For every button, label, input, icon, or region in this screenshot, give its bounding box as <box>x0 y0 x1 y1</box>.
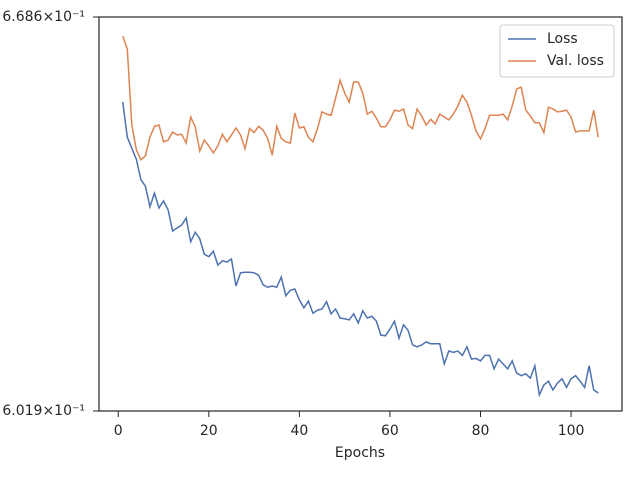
legend-label: Val. loss <box>547 53 604 69</box>
x-tick-label: 100 <box>558 423 585 439</box>
x-tick-label: 40 <box>290 423 308 439</box>
plot-frame <box>98 16 623 412</box>
x-tick-label: 60 <box>381 423 399 439</box>
legend-label: Loss <box>547 31 578 47</box>
y-tick-label: 6.686×10⁻¹ <box>2 9 85 25</box>
series-line <box>122 101 599 398</box>
x-tick-label: 20 <box>200 423 218 439</box>
legend-box <box>499 24 615 78</box>
series-line <box>122 35 599 162</box>
x-tick-label: 0 <box>114 423 123 439</box>
x-axis-label: Epochs <box>335 445 385 461</box>
x-tick-label: 80 <box>472 423 490 439</box>
y-tick-label: 6.019×10⁻¹ <box>2 403 85 419</box>
